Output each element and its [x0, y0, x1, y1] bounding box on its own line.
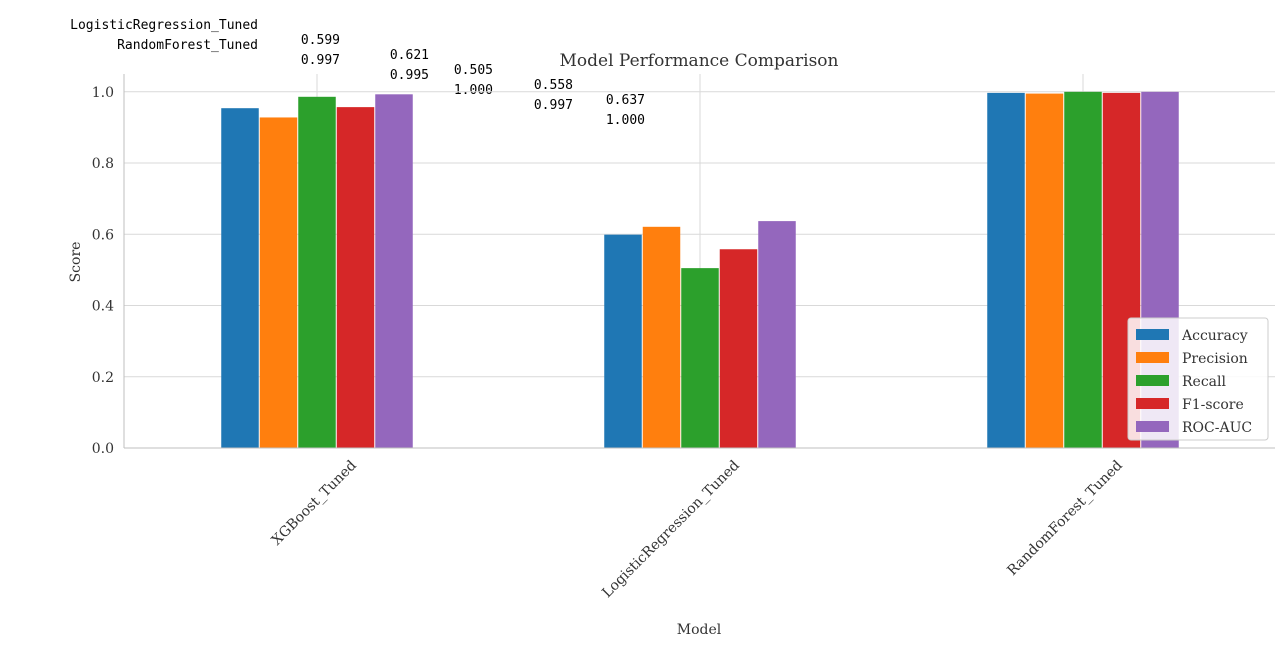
legend-label: ROC-AUC [1182, 420, 1252, 436]
legend-swatch [1136, 352, 1169, 363]
legend-swatch [1136, 421, 1169, 432]
bar [259, 117, 298, 449]
legend-box [1127, 317, 1269, 441]
output-cell: 0.621 [389, 48, 429, 63]
output-cell: 0.599 [300, 33, 340, 48]
bar [719, 249, 758, 448]
legend: Accuracy Precision Recall F1-score ROC-AUC [1127, 317, 1269, 441]
output-cell: 0.997 [533, 98, 573, 113]
x-tick-label: LogisticRegression_Tuned [599, 457, 743, 601]
bar [681, 268, 719, 448]
output-cell: 0.505 [453, 63, 493, 78]
chart-title: Model Performance Comparison [560, 51, 839, 71]
bar [375, 94, 413, 448]
y-axis-label: Score [68, 242, 84, 283]
output-cell: 1.000 [605, 113, 645, 128]
legend-swatch [1136, 398, 1169, 409]
output-row-randomforest: RandomForest_Tuned 0.997 0.995 1.000 0.9… [0, 23, 645, 128]
bars [221, 91, 1179, 449]
output-cell: 0.637 [605, 93, 645, 108]
output-row-logistic: LogisticRegression_Tuned 0.599 0.621 0.5… [0, 3, 645, 108]
bar [336, 107, 375, 448]
bar [604, 234, 642, 448]
output-row-name: RandomForest_Tuned [117, 38, 258, 53]
x-axis-label: Model [677, 622, 722, 638]
y-tick-label: 0.0 [92, 441, 114, 457]
bar [221, 108, 259, 449]
y-tick-label: 0.8 [92, 156, 114, 172]
bar [758, 221, 796, 448]
bar [642, 226, 681, 448]
bar [987, 92, 1025, 448]
y-tick-label: 0.2 [92, 370, 114, 386]
legend-label: F1-score [1182, 397, 1244, 413]
bar [1064, 91, 1102, 449]
y-tick-label: 1.0 [92, 85, 114, 101]
bar [1025, 93, 1064, 448]
legend-swatch [1136, 375, 1169, 386]
output-cell: 1.000 [453, 83, 493, 98]
legend-label: Precision [1182, 351, 1248, 367]
x-tick-label: RandomForest_Tuned [1004, 457, 1125, 578]
x-tick-label: XGBoost_Tuned [269, 457, 360, 548]
output-cell: 0.995 [389, 68, 429, 83]
output-cell: 0.997 [300, 53, 340, 68]
legend-label: Recall [1182, 374, 1226, 390]
legend-label: Accuracy [1181, 328, 1248, 344]
bar [298, 96, 336, 448]
output-cell: 0.558 [533, 78, 573, 93]
legend-swatch [1136, 329, 1169, 340]
y-tick-label: 0.6 [92, 227, 114, 243]
y-tick-label: 0.4 [92, 299, 114, 315]
output-row-name: LogisticRegression_Tuned [70, 18, 258, 33]
